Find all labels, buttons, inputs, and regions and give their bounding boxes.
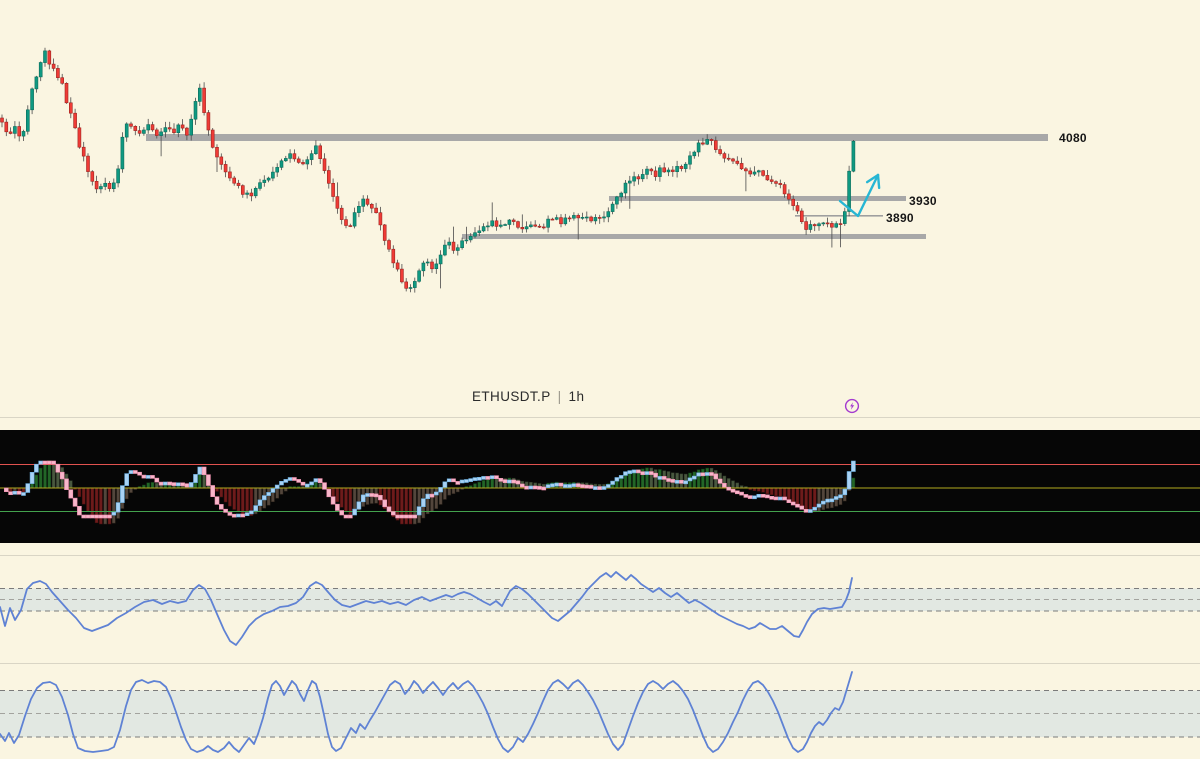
pane-resize-handle-osc2[interactable]: [0, 663, 1200, 664]
pane-resize-handle-main[interactable]: [0, 417, 1200, 418]
momentum-pane[interactable]: [0, 430, 1200, 543]
candlestick-series[interactable]: [0, 47, 856, 293]
momentum-overlay-candles: [4, 460, 856, 519]
rsi-line: [0, 571, 853, 646]
level-band-3[interactable]: [462, 234, 926, 239]
price-level-label-3930: 3930: [909, 194, 937, 208]
trend-arrow[interactable]: [838, 173, 881, 218]
rsi-pane[interactable]: [0, 571, 1200, 646]
rsi-band: [0, 588, 1200, 611]
timeframe-label: 1h: [568, 389, 585, 404]
price-level-label-4080: 4080: [1059, 131, 1087, 145]
level-band-1[interactable]: [609, 196, 906, 201]
flash-alert-icon[interactable]: [844, 398, 860, 414]
price-level-label-3890: 3890: [886, 211, 914, 225]
level-band-0[interactable]: [146, 134, 1048, 141]
watermark-separator: |: [557, 389, 562, 404]
stochastic-pane[interactable]: [0, 671, 1200, 753]
supply-demand-zones[interactable]: [146, 134, 1048, 239]
symbol-watermark: ETHUSDT.P | 1h: [472, 389, 584, 404]
symbol-label: ETHUSDT.P: [472, 389, 551, 404]
pane-resize-handle-osc1[interactable]: [0, 555, 1200, 556]
stochastic-line: [0, 671, 853, 753]
level-band-2[interactable]: [795, 215, 883, 217]
